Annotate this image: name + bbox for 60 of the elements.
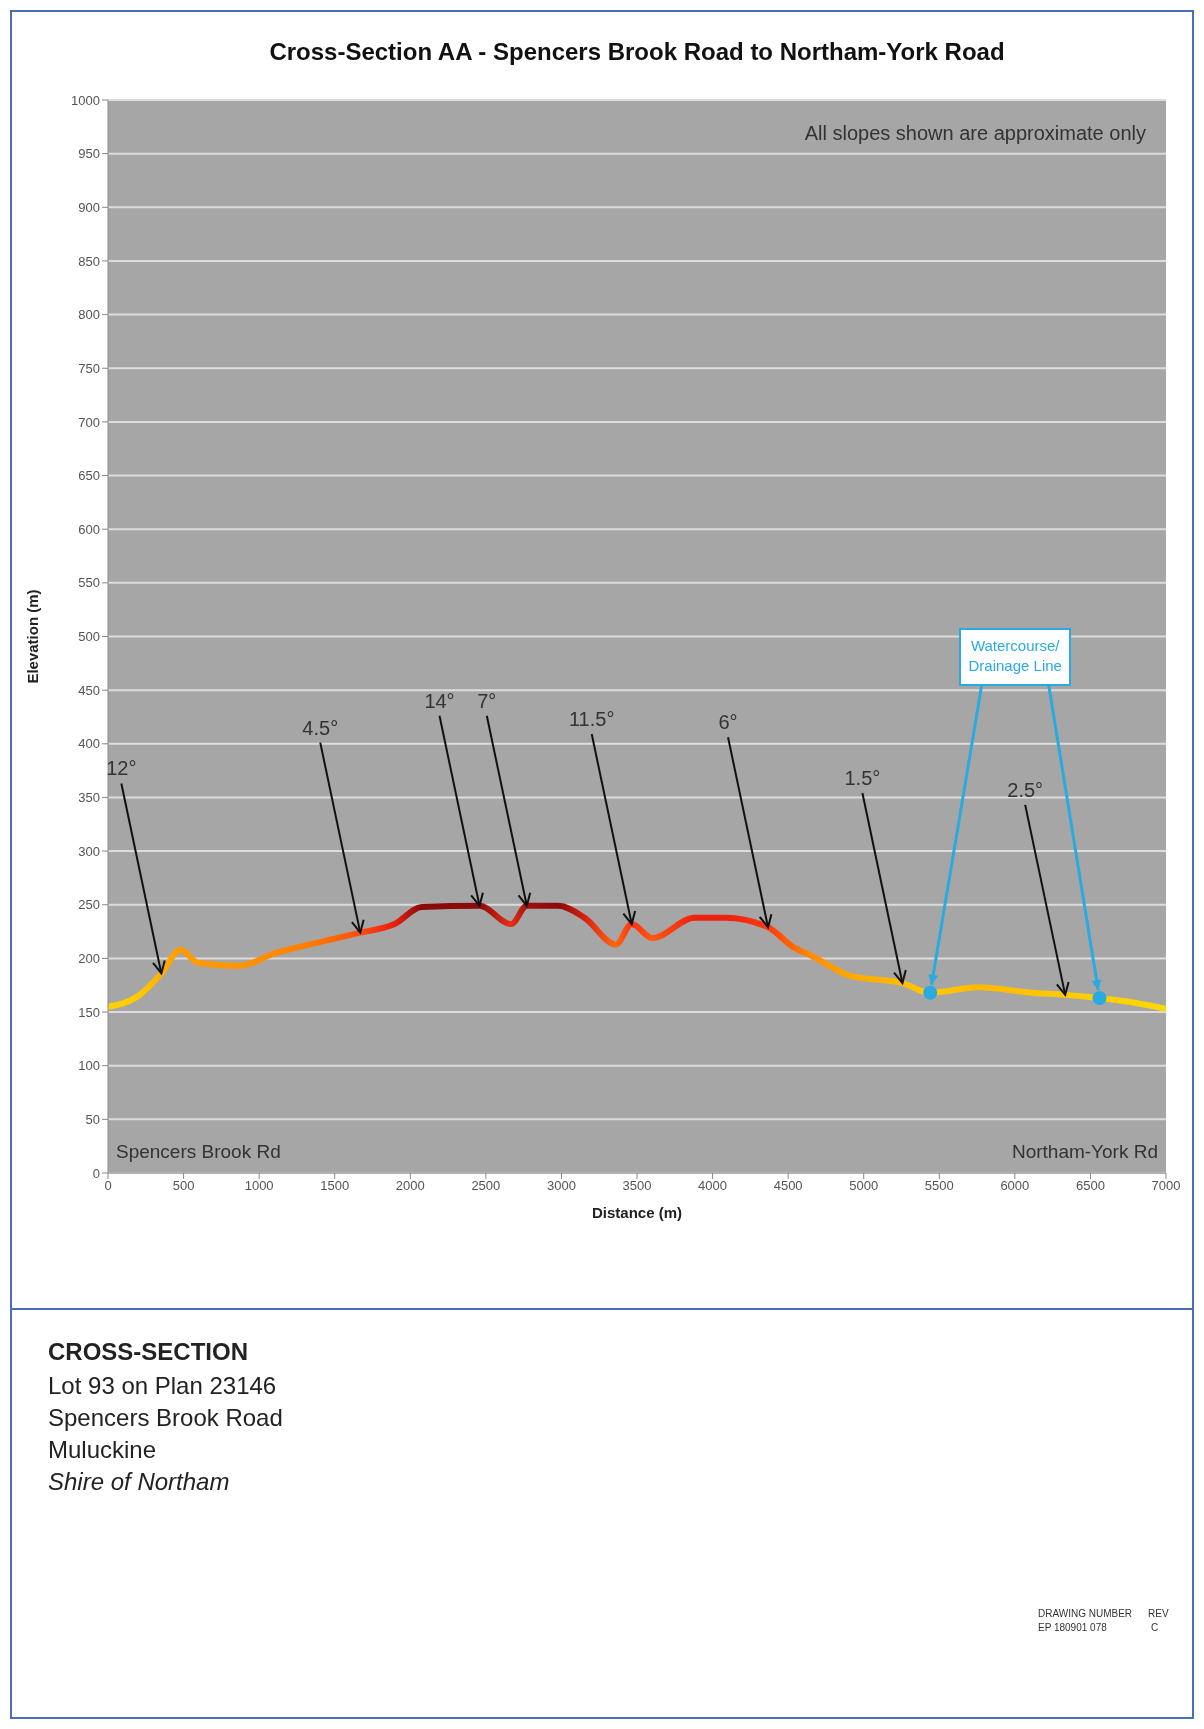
- y-tick-label: 500: [78, 629, 100, 645]
- x-tick-label: 6000: [1000, 1178, 1030, 1194]
- x-tick-label: 7000: [1151, 1178, 1181, 1194]
- y-tick-label: 350: [78, 790, 100, 806]
- text: REV: [1148, 1608, 1169, 1619]
- y-tick-label: 850: [78, 253, 100, 269]
- text: Shire of Northam: [48, 1468, 230, 1496]
- text: Spencers Brook Road: [48, 1404, 283, 1432]
- y-tick-label: 150: [78, 1004, 100, 1020]
- annotation: 6°: [718, 711, 738, 734]
- x-tick-label: 3500: [622, 1178, 652, 1194]
- annotation: 4.5°: [302, 716, 339, 739]
- x-tick-label: 5500: [924, 1178, 954, 1194]
- annotation: All slopes shown are approximate only: [803, 122, 1146, 145]
- x-axis-title: Distance (m): [591, 1204, 683, 1221]
- y-tick-label: 600: [78, 521, 100, 537]
- y-axis-title: Elevation (m): [24, 589, 42, 684]
- x-tick-label: 2000: [395, 1178, 425, 1194]
- x-tick-label: 0: [104, 1178, 112, 1194]
- x-tick-label: 4500: [773, 1178, 803, 1194]
- annotation: 1.5°: [844, 767, 881, 790]
- x-tick-label: 5000: [849, 1178, 879, 1194]
- y-tick-label: 1000: [71, 92, 100, 108]
- x-tick-label: 2500: [471, 1178, 501, 1194]
- y-tick-label: 300: [78, 843, 100, 859]
- chart-title: Cross-Section AA - Spencers Brook Road to Northam-York Road: [268, 38, 1006, 66]
- annotation: 12°: [106, 757, 137, 780]
- text: EP 180901 078: [1038, 1622, 1107, 1633]
- x-tick-label: 6500: [1075, 1178, 1105, 1194]
- y-tick-label: 950: [78, 146, 100, 162]
- y-tick-label: 100: [78, 1058, 100, 1074]
- y-tick-label: 50: [85, 1111, 100, 1127]
- annotation: Watercourse/ Drainage Line: [959, 627, 1072, 686]
- y-tick-label: 400: [78, 736, 100, 752]
- x-tick-label: 1500: [320, 1178, 350, 1194]
- x-tick-label: 3000: [546, 1178, 576, 1194]
- text: CROSS-SECTION: [48, 1338, 249, 1366]
- y-tick-label: 250: [78, 897, 100, 913]
- text: DRAWING NUMBER: [1038, 1608, 1133, 1619]
- annotation: 2.5°: [1007, 778, 1044, 801]
- y-tick-label: 200: [78, 951, 100, 967]
- x-tick-label: 1000: [244, 1178, 274, 1194]
- y-tick-label: 800: [78, 307, 100, 323]
- text: Muluckine: [48, 1436, 157, 1464]
- annotation: Spencers Brook Rd: [116, 1141, 281, 1163]
- annotation: Northam-York Rd: [1010, 1141, 1158, 1163]
- annotation: 7°: [477, 689, 497, 712]
- y-tick-label: 550: [78, 575, 100, 591]
- y-tick-label: 650: [78, 468, 100, 484]
- x-tick-label: 500: [172, 1178, 195, 1194]
- annotation: 14°: [424, 689, 455, 712]
- y-tick-label: 900: [78, 199, 100, 215]
- text: C: [1151, 1622, 1159, 1633]
- y-tick-label: 450: [78, 682, 100, 698]
- y-tick-label: 0: [92, 1165, 100, 1181]
- y-tick-label: 750: [78, 360, 100, 376]
- y-tick-label: 700: [78, 414, 100, 430]
- annotation: 11.5°: [568, 708, 615, 731]
- x-tick-label: 4000: [698, 1178, 728, 1194]
- text: Lot 93 on Plan 23146: [48, 1372, 277, 1400]
